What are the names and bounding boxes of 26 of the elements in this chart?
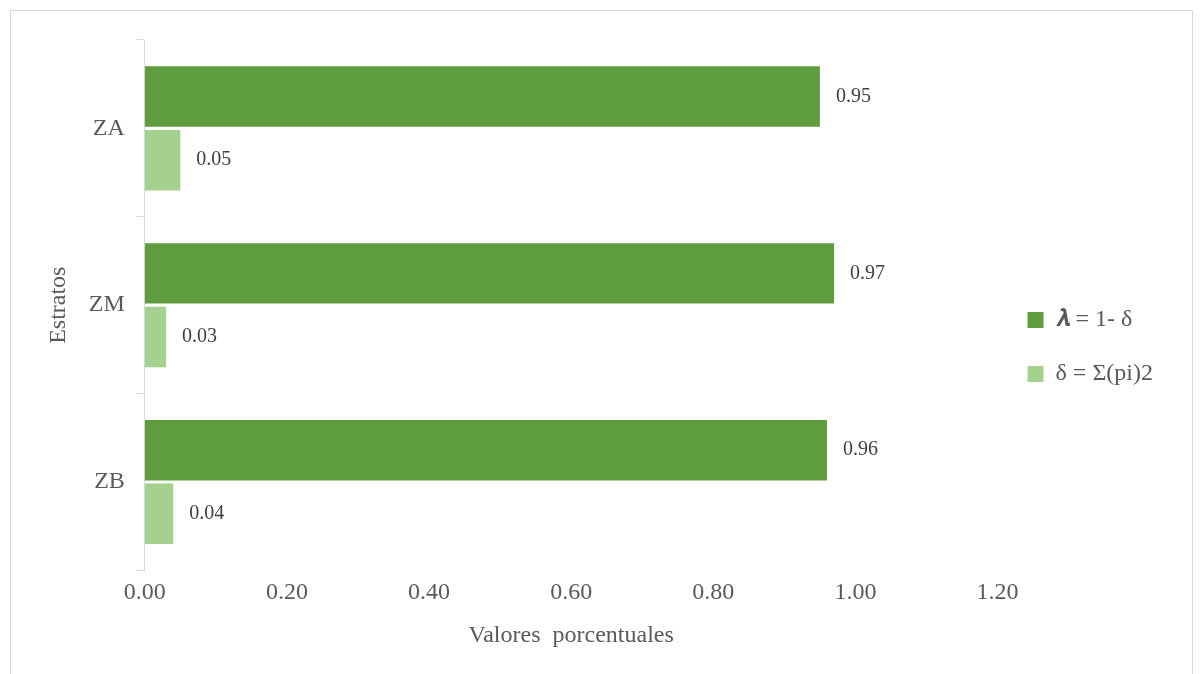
- bar: [144, 66, 820, 127]
- legend-label: δ = Σ(pi)2: [1055, 359, 1153, 386]
- bar: [144, 243, 835, 304]
- x-tick-label: 0.40: [408, 578, 451, 605]
- x-tick-label: 1.20: [976, 578, 1019, 605]
- data-label: 0.03: [182, 324, 218, 347]
- bar: [144, 483, 174, 545]
- data-label: 0.95: [835, 83, 871, 106]
- y-tick-label: ZM: [88, 290, 125, 317]
- x-tick-label: 0.60: [550, 578, 593, 605]
- data-label: 0.04: [189, 501, 225, 524]
- data-label: 0.96: [842, 437, 878, 460]
- bar: [144, 129, 181, 191]
- legend-label: 𝝀 = 1- δ: [1055, 305, 1133, 332]
- x-axis-title: Valores porcentuales: [468, 620, 674, 647]
- y-tick-label: ZA: [92, 113, 126, 140]
- bar: [144, 306, 167, 368]
- y-tick-label: ZB: [94, 467, 125, 494]
- x-tick-label: 0.00: [123, 578, 166, 605]
- bar: [144, 419, 827, 481]
- data-label: 0.05: [196, 147, 232, 170]
- x-tick-label: 1.00: [834, 578, 877, 605]
- x-tick-label: 0.80: [692, 578, 735, 605]
- data-label: 0.97: [850, 260, 886, 283]
- x-tick-label: 0.20: [265, 578, 308, 605]
- y-axis-title: Estratos: [43, 266, 70, 344]
